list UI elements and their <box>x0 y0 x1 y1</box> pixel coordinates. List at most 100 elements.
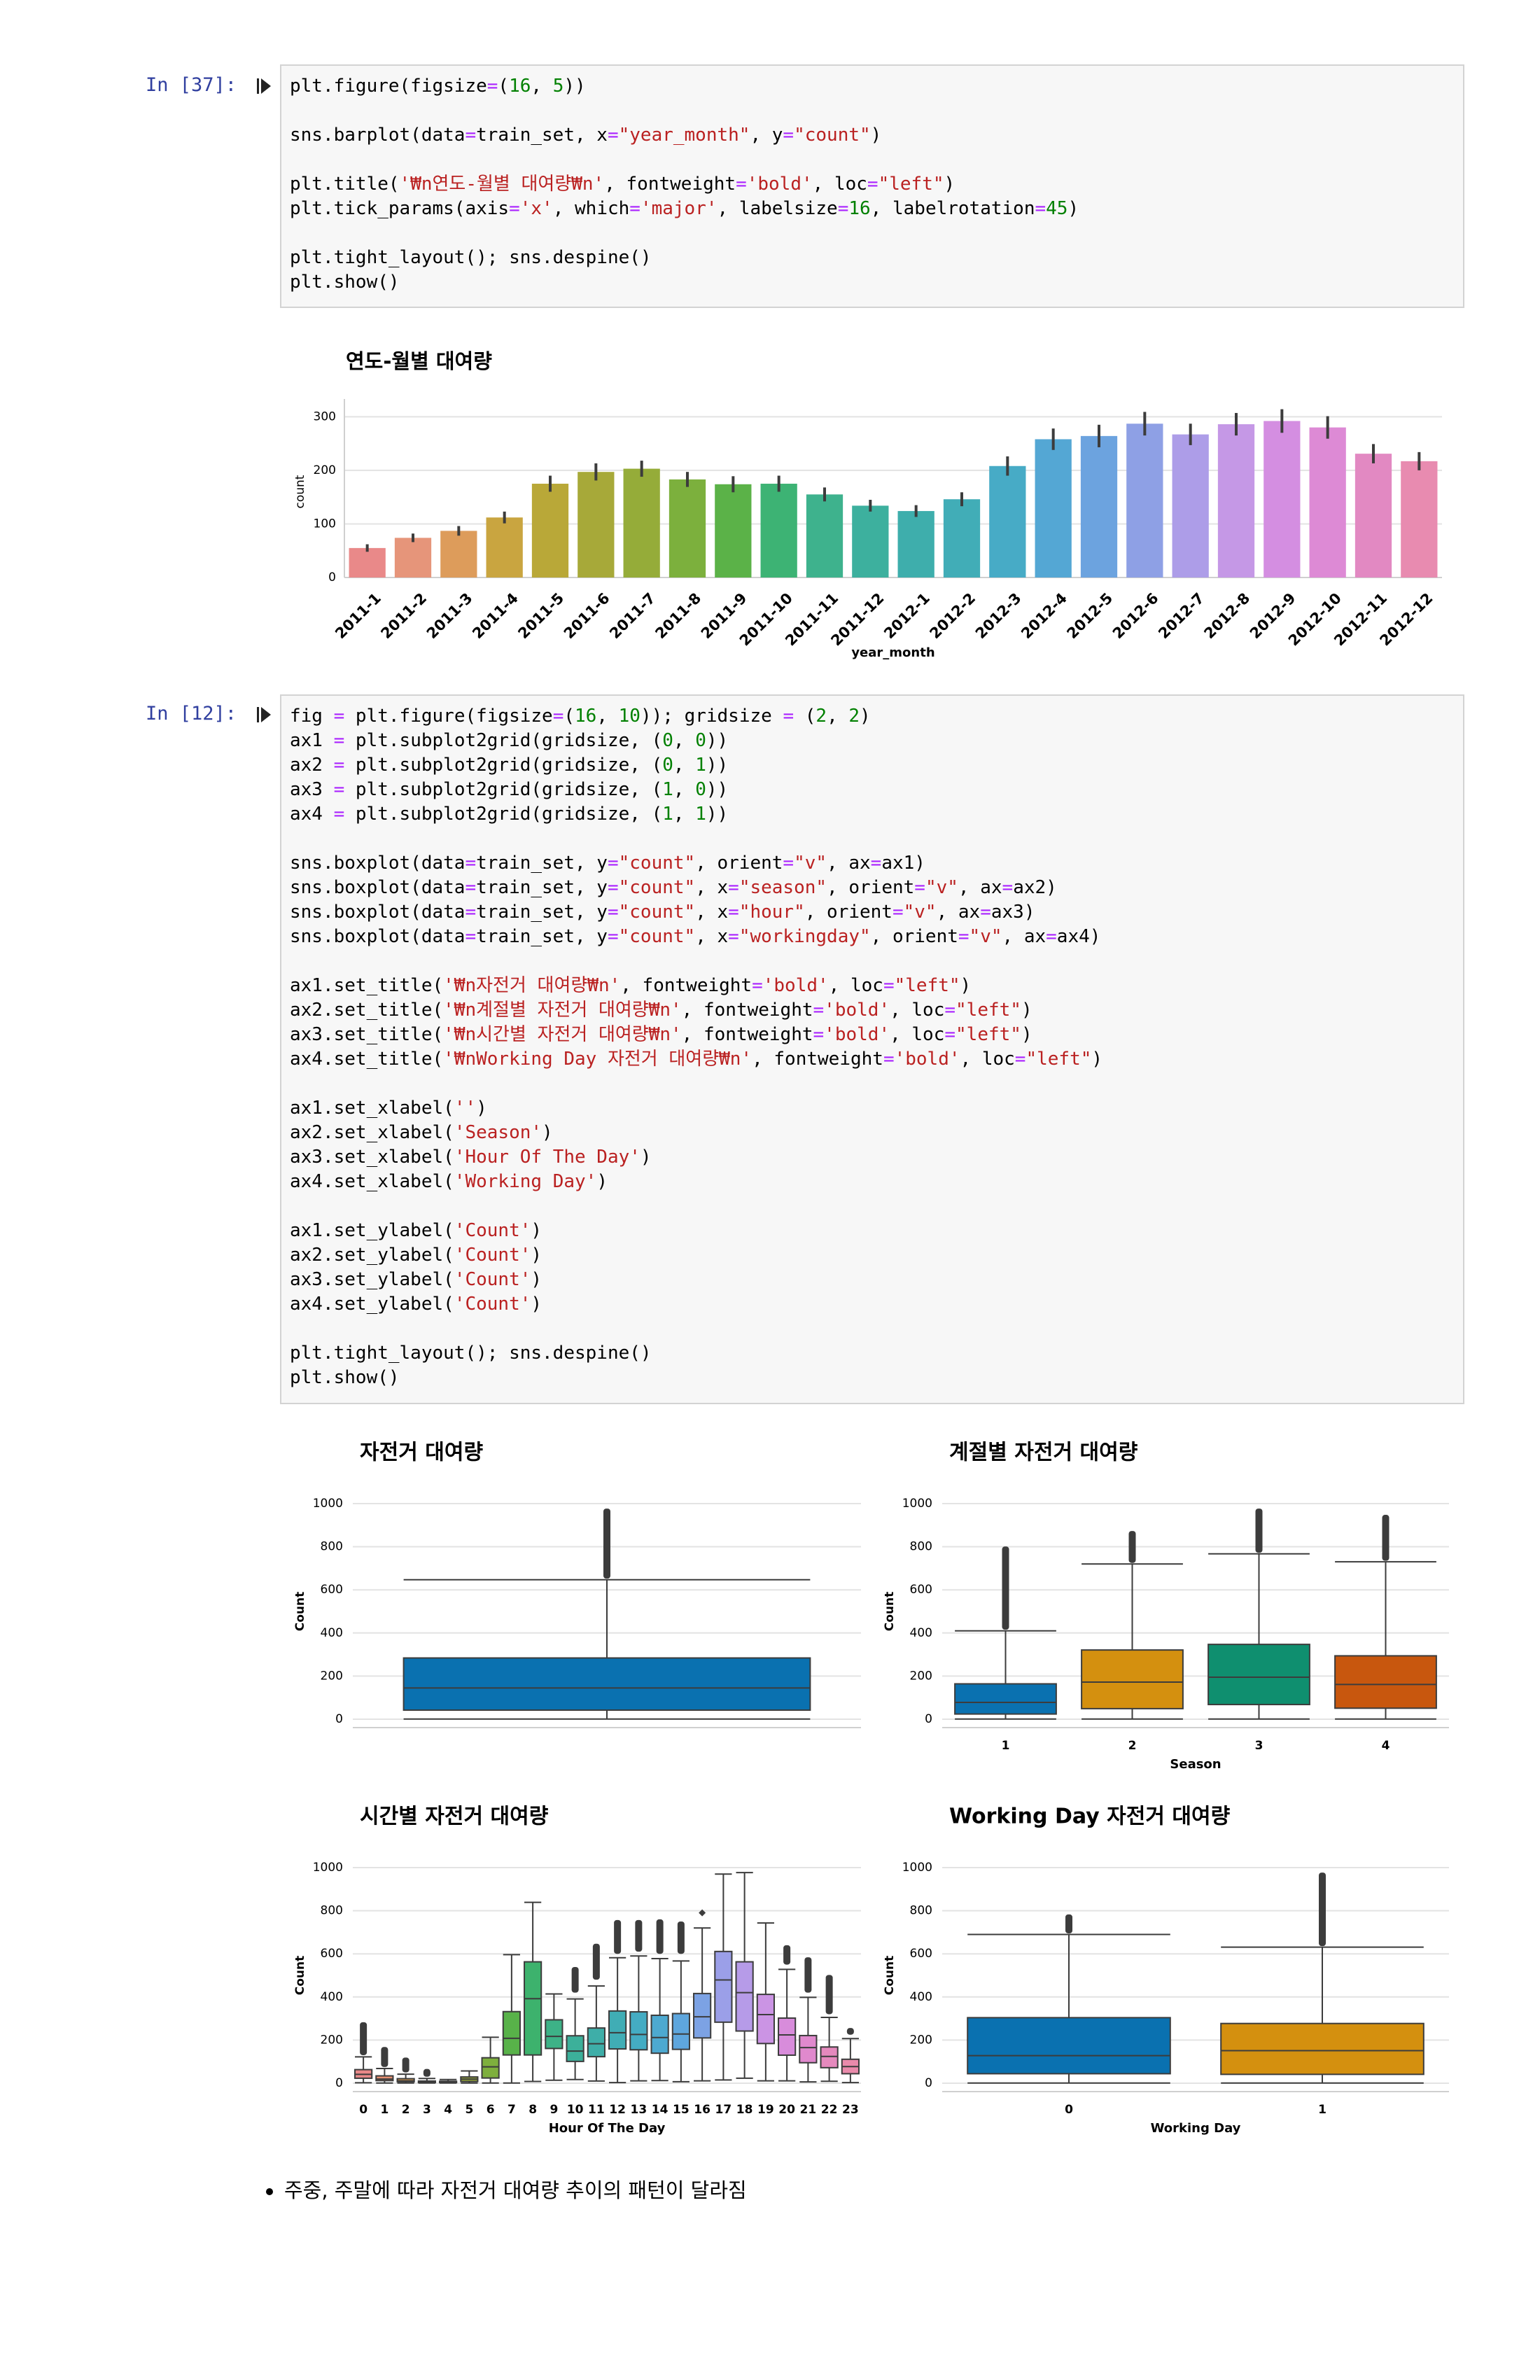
x-tick-label: 2011-4 <box>469 589 522 642</box>
outliers <box>603 1508 610 1579</box>
y-tick-label: 1000 <box>313 1497 343 1511</box>
x-tick-label: 0 <box>359 2103 368 2117</box>
bar <box>531 484 569 578</box>
y-tick-label: 400 <box>321 1626 343 1640</box>
outliers <box>1002 1546 1009 1630</box>
x-tick-label: 3 <box>423 2103 431 2117</box>
x-tick-label: 2012-1 <box>881 589 933 642</box>
x-tick-label: 19 <box>757 2103 774 2117</box>
y-tick-label: 800 <box>321 1904 343 1918</box>
x-axis-label: Season <box>1170 1757 1221 1771</box>
box <box>608 2010 627 2050</box>
box <box>756 1994 775 2045</box>
y-tick-label: 600 <box>321 1947 343 1961</box>
y-tick-label: 200 <box>314 463 336 477</box>
x-tick-label: 4 <box>1382 1739 1390 1753</box>
code-cell[interactable]: fig = plt.figure(figsize=(16, 10)); grid… <box>280 694 1464 1404</box>
x-tick-label: 12 <box>609 2103 626 2117</box>
box <box>402 1657 811 1712</box>
x-tick-label: 2012-8 <box>1200 589 1253 642</box>
bullet-icon <box>266 2188 273 2195</box>
y-tick-label: 400 <box>910 1626 932 1640</box>
bar <box>349 547 386 578</box>
run-cell-icon[interactable] <box>256 77 272 95</box>
x-tick-label: 6 <box>486 2103 495 2117</box>
y-tick-label: 800 <box>910 1904 932 1918</box>
box <box>1334 1655 1437 1709</box>
outlier <box>699 1909 706 1917</box>
y-axis-label: Count <box>883 1592 897 1632</box>
note-list-item: 주중, 주말에 따라 자전거 대여량 추이의 패턴이 달라짐 <box>266 2174 747 2204</box>
bar <box>897 511 934 578</box>
y-tick-label: 200 <box>910 2033 932 2047</box>
x-tick-label: 23 <box>842 2103 859 2117</box>
y-tick-label: 600 <box>910 1583 932 1597</box>
x-tick-label: 7 <box>507 2103 516 2117</box>
x-axis-label: Working Day <box>1151 2121 1241 2136</box>
x-tick-label: 20 <box>778 2103 795 2117</box>
note-text: 주중, 주말에 따라 자전거 대여량 추이의 패턴이 달라짐 <box>284 2178 747 2202</box>
x-tick-label: 2 <box>402 2103 410 2117</box>
x-tick-label: 2 <box>1128 1739 1137 1753</box>
x-axis-label: Hour Of The Day <box>549 2121 666 2136</box>
outliers <box>1255 1508 1263 1553</box>
box <box>524 1961 542 2056</box>
box <box>1220 2022 1424 2076</box>
bar-chart: 연도-월별 대여량0100200300count2011-12011-22011… <box>293 349 1442 660</box>
outliers <box>614 1919 622 1954</box>
x-tick-label: 2011-2 <box>377 589 430 642</box>
x-tick-label: 9 <box>550 2103 558 2117</box>
code-editor[interactable]: fig = plt.figure(figsize=(16, 10)); grid… <box>290 706 1103 1388</box>
outliers <box>825 1975 833 2015</box>
outliers <box>804 1957 812 1993</box>
y-tick-label: 1000 <box>902 1497 932 1511</box>
box <box>693 1992 712 2039</box>
outliers <box>1319 1872 1326 1947</box>
bar <box>1264 421 1301 578</box>
bar <box>1080 435 1118 578</box>
chart-title: Working Day 자전거 대여량 <box>949 1805 1231 1829</box>
box <box>735 1961 754 2032</box>
y-tick-label: 200 <box>321 2033 343 2047</box>
y-tick-label: 800 <box>321 1540 343 1554</box>
run-cell-icon[interactable] <box>256 706 272 724</box>
x-tick-label: 10 <box>567 2103 584 2117</box>
y-tick-label: 0 <box>328 570 336 584</box>
cell-prompt: In [37]: <box>146 74 237 96</box>
x-tick-label: 21 <box>800 2103 817 2117</box>
box <box>566 2035 584 2062</box>
x-tick-label: 2011-1 <box>332 589 384 642</box>
x-tick-label: 0 <box>1065 2103 1073 2117</box>
x-axis-label: year_month <box>851 645 934 660</box>
box <box>954 1683 1057 1715</box>
chart-title: 시간별 자전거 대여량 <box>360 1805 549 1829</box>
x-tick-label: 2012-7 <box>1155 589 1208 642</box>
boxplot-all: 자전거 대여량 0 200 400 600 800 1000 Count <box>293 1441 861 1728</box>
y-tick-label: 0 <box>335 1712 343 1726</box>
code-cell[interactable]: plt.figure(figsize=(16, 5)) sns.barplot(… <box>280 64 1464 308</box>
y-axis-label: Count <box>293 1592 307 1632</box>
x-tick-label: 14 <box>652 2103 668 2117</box>
y-tick-label: 100 <box>314 517 336 531</box>
outliers <box>846 2028 854 2035</box>
y-tick-label: 300 <box>314 410 336 424</box>
y-tick-label: 200 <box>321 1669 343 1683</box>
x-tick-label: 2011-6 <box>561 589 613 642</box>
code-editor[interactable]: plt.figure(figsize=(16, 5)) sns.barplot(… <box>290 76 1079 293</box>
box <box>587 2027 606 2058</box>
box <box>799 2034 818 2064</box>
bar <box>1035 439 1072 578</box>
box <box>1208 1644 1310 1706</box>
x-tick-label: 17 <box>715 2103 732 2117</box>
x-tick-label: 2012-6 <box>1110 589 1162 642</box>
y-tick-label: 1000 <box>902 1861 932 1875</box>
bar <box>852 505 889 578</box>
outliers <box>402 2057 410 2073</box>
x-tick-label: 4 <box>444 2103 452 2117</box>
outliers <box>360 2022 368 2055</box>
box <box>375 2075 394 2082</box>
bar <box>989 465 1026 578</box>
x-tick-label: 22 <box>821 2103 838 2117</box>
box <box>545 2019 564 2050</box>
